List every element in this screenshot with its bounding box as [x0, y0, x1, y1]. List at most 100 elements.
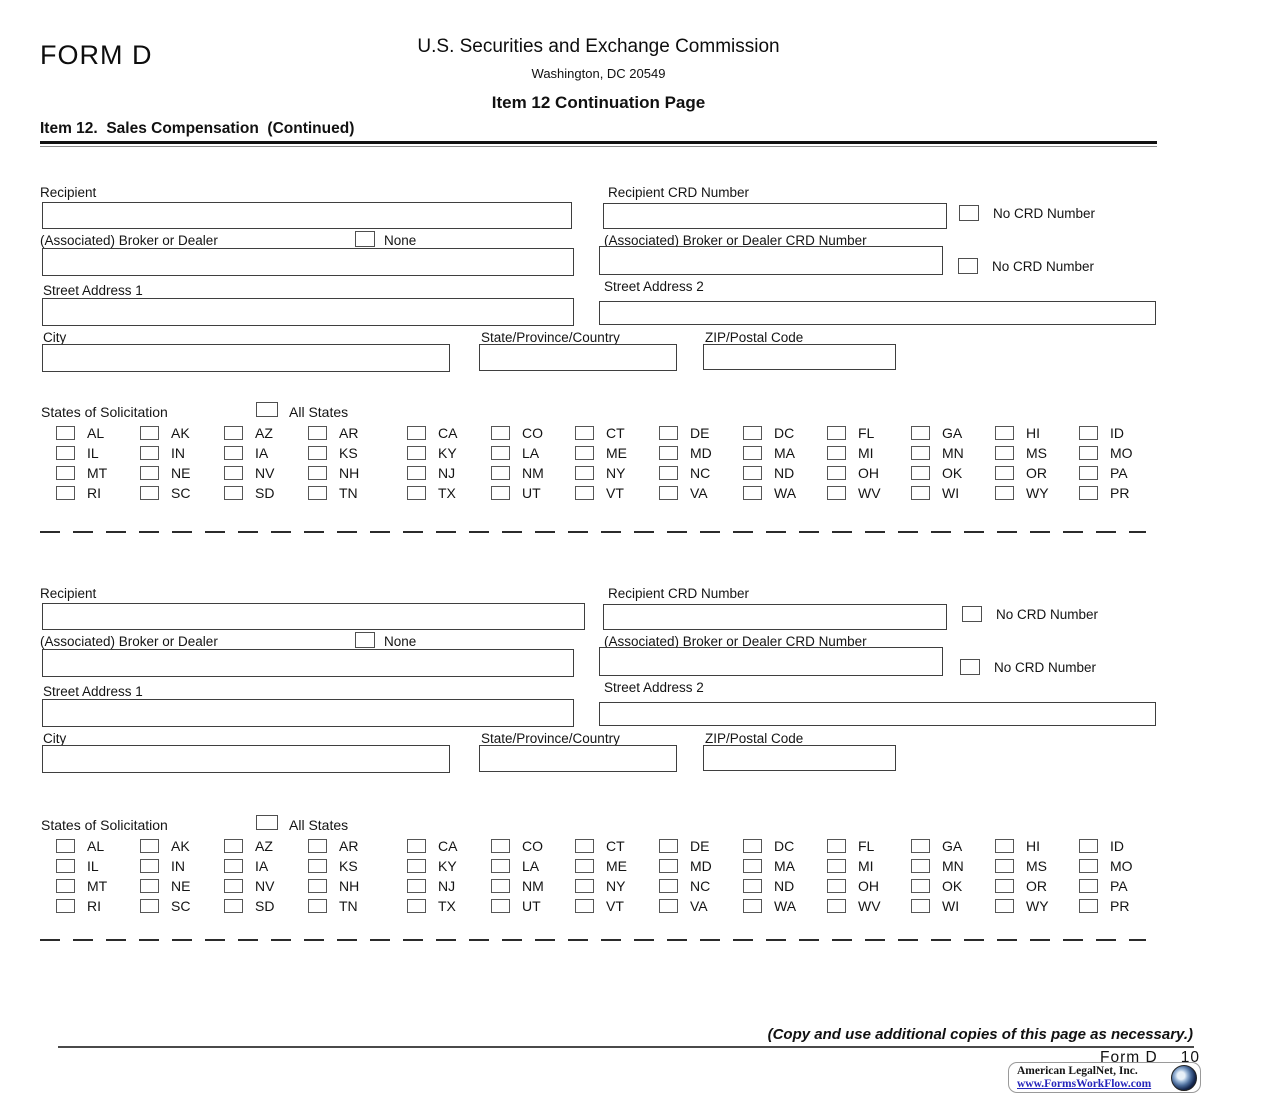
- state-checkbox-mn[interactable]: [911, 859, 930, 873]
- city-input[interactable]: [42, 344, 450, 372]
- state-checkbox-nm[interactable]: [491, 879, 510, 893]
- state-checkbox-va[interactable]: [659, 486, 678, 500]
- state-checkbox-az[interactable]: [224, 839, 243, 853]
- state-checkbox-wv[interactable]: [827, 486, 846, 500]
- state-checkbox-co[interactable]: [491, 839, 510, 853]
- broker-none-checkbox[interactable]: [355, 632, 375, 648]
- zip-input[interactable]: [703, 344, 896, 370]
- state-checkbox-sc[interactable]: [140, 899, 159, 913]
- state-checkbox-mi[interactable]: [827, 859, 846, 873]
- state-checkbox-dc[interactable]: [743, 839, 762, 853]
- state-checkbox-mo[interactable]: [1079, 859, 1098, 873]
- all-states-checkbox[interactable]: [256, 402, 278, 417]
- broker-crd-input[interactable]: [599, 647, 943, 676]
- state-checkbox-ri[interactable]: [56, 899, 75, 913]
- state-checkbox-nc[interactable]: [659, 466, 678, 480]
- state-checkbox-fl[interactable]: [827, 839, 846, 853]
- state-checkbox-wy[interactable]: [995, 899, 1014, 913]
- state-checkbox-me[interactable]: [575, 446, 594, 460]
- state-checkbox-al[interactable]: [56, 839, 75, 853]
- state-checkbox-tn[interactable]: [308, 486, 327, 500]
- state-checkbox-ky[interactable]: [407, 446, 426, 460]
- state-checkbox-co[interactable]: [491, 426, 510, 440]
- broker-input[interactable]: [42, 649, 574, 677]
- state-checkbox-or[interactable]: [995, 466, 1014, 480]
- state-checkbox-ar[interactable]: [308, 839, 327, 853]
- state-checkbox-pr[interactable]: [1079, 899, 1098, 913]
- no-crd-broker-checkbox[interactable]: [958, 258, 978, 274]
- state-checkbox-de[interactable]: [659, 426, 678, 440]
- state-checkbox-id[interactable]: [1079, 839, 1098, 853]
- state-checkbox-mn[interactable]: [911, 446, 930, 460]
- recipient-crd-input[interactable]: [603, 604, 947, 630]
- state-checkbox-ok[interactable]: [911, 466, 930, 480]
- state-checkbox-mo[interactable]: [1079, 446, 1098, 460]
- state-checkbox-wi[interactable]: [911, 486, 930, 500]
- state-checkbox-ut[interactable]: [491, 486, 510, 500]
- state-checkbox-sd[interactable]: [224, 899, 243, 913]
- state-checkbox-ks[interactable]: [308, 446, 327, 460]
- state-checkbox-md[interactable]: [659, 446, 678, 460]
- state-checkbox-nh[interactable]: [308, 466, 327, 480]
- state-checkbox-ri[interactable]: [56, 486, 75, 500]
- state-checkbox-in[interactable]: [140, 446, 159, 460]
- city-input[interactable]: [42, 745, 450, 773]
- state-checkbox-ms[interactable]: [995, 446, 1014, 460]
- state-checkbox-id[interactable]: [1079, 426, 1098, 440]
- street2-input[interactable]: [599, 301, 1156, 325]
- state-checkbox-ma[interactable]: [743, 446, 762, 460]
- zip-input[interactable]: [703, 745, 896, 771]
- state-checkbox-wy[interactable]: [995, 486, 1014, 500]
- state-checkbox-hi[interactable]: [995, 426, 1014, 440]
- state-input[interactable]: [479, 745, 677, 772]
- state-checkbox-nd[interactable]: [743, 466, 762, 480]
- state-checkbox-hi[interactable]: [995, 839, 1014, 853]
- state-checkbox-ak[interactable]: [140, 839, 159, 853]
- state-checkbox-ky[interactable]: [407, 859, 426, 873]
- state-checkbox-vt[interactable]: [575, 486, 594, 500]
- state-checkbox-al[interactable]: [56, 426, 75, 440]
- broker-input[interactable]: [42, 248, 574, 276]
- state-checkbox-wv[interactable]: [827, 899, 846, 913]
- vendor-url-link[interactable]: www.FormsWorkFlow.com: [1017, 1077, 1152, 1090]
- state-checkbox-nd[interactable]: [743, 879, 762, 893]
- no-crd-broker-checkbox[interactable]: [960, 659, 980, 675]
- state-checkbox-ia[interactable]: [224, 859, 243, 873]
- state-checkbox-de[interactable]: [659, 839, 678, 853]
- state-checkbox-az[interactable]: [224, 426, 243, 440]
- state-checkbox-il[interactable]: [56, 859, 75, 873]
- state-checkbox-nj[interactable]: [407, 879, 426, 893]
- state-checkbox-nj[interactable]: [407, 466, 426, 480]
- state-checkbox-mt[interactable]: [56, 466, 75, 480]
- state-checkbox-ma[interactable]: [743, 859, 762, 873]
- state-checkbox-ak[interactable]: [140, 426, 159, 440]
- state-checkbox-in[interactable]: [140, 859, 159, 873]
- street1-input[interactable]: [42, 699, 574, 727]
- all-states-checkbox[interactable]: [256, 815, 278, 830]
- broker-none-checkbox[interactable]: [355, 231, 375, 247]
- state-checkbox-ne[interactable]: [140, 466, 159, 480]
- state-checkbox-ny[interactable]: [575, 879, 594, 893]
- state-checkbox-nv[interactable]: [224, 466, 243, 480]
- state-checkbox-la[interactable]: [491, 446, 510, 460]
- state-checkbox-va[interactable]: [659, 899, 678, 913]
- state-checkbox-wa[interactable]: [743, 899, 762, 913]
- state-checkbox-ct[interactable]: [575, 426, 594, 440]
- no-crd-recipient-checkbox[interactable]: [962, 606, 982, 622]
- state-checkbox-ms[interactable]: [995, 859, 1014, 873]
- state-checkbox-ny[interactable]: [575, 466, 594, 480]
- state-checkbox-pr[interactable]: [1079, 486, 1098, 500]
- no-crd-recipient-checkbox[interactable]: [959, 205, 979, 221]
- state-checkbox-nc[interactable]: [659, 879, 678, 893]
- state-checkbox-vt[interactable]: [575, 899, 594, 913]
- street1-input[interactable]: [42, 298, 574, 326]
- state-checkbox-mt[interactable]: [56, 879, 75, 893]
- state-checkbox-oh[interactable]: [827, 466, 846, 480]
- state-checkbox-pa[interactable]: [1079, 466, 1098, 480]
- state-checkbox-il[interactable]: [56, 446, 75, 460]
- state-checkbox-nv[interactable]: [224, 879, 243, 893]
- state-checkbox-or[interactable]: [995, 879, 1014, 893]
- recipient-input[interactable]: [42, 603, 585, 630]
- state-checkbox-nh[interactable]: [308, 879, 327, 893]
- street2-input[interactable]: [599, 702, 1156, 726]
